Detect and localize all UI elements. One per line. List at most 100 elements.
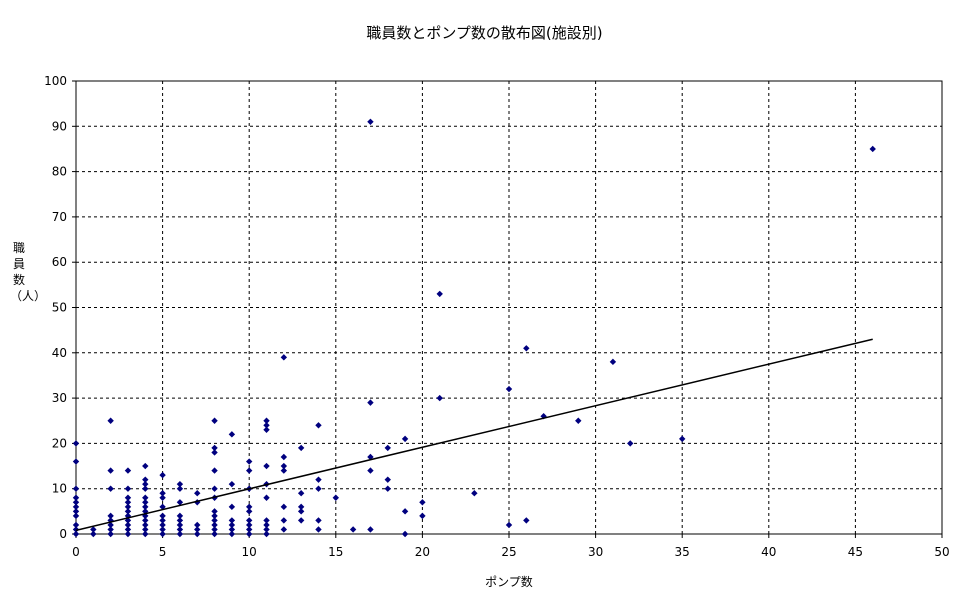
data-point — [72, 440, 80, 447]
data-point — [211, 530, 218, 538]
data-point — [107, 517, 114, 524]
x-tick-label: 35 — [675, 545, 690, 559]
y-tick-label: 50 — [52, 301, 67, 315]
x-tick-label: 50 — [934, 545, 949, 559]
data-point — [315, 422, 322, 429]
data-point — [194, 521, 201, 529]
data-point — [436, 290, 443, 298]
data-point — [505, 385, 513, 393]
data-point — [471, 490, 478, 497]
data-point — [228, 480, 236, 488]
data-point — [142, 530, 149, 538]
data-point — [315, 526, 322, 533]
data-point — [246, 458, 253, 465]
data-point — [384, 444, 391, 452]
data-point — [263, 530, 270, 538]
data-point — [142, 508, 149, 515]
data-point — [523, 345, 530, 352]
data-point — [263, 521, 270, 529]
y-tick-label: 80 — [52, 165, 67, 179]
data-point — [142, 485, 149, 492]
data-point — [315, 517, 322, 524]
data-point — [194, 526, 201, 533]
axis-ticks: 0 5 10 15 20 25 30 35 40 45 50 0 10 20 30 40 50 60 70 80 90 1… — [44, 74, 950, 559]
data-point — [228, 530, 236, 538]
x-tick-label: 10 — [242, 545, 257, 559]
data-point — [246, 521, 253, 529]
data-point — [72, 485, 80, 492]
data-point — [176, 517, 184, 524]
data-point — [228, 503, 236, 511]
data-point — [436, 394, 443, 402]
data-point — [194, 490, 201, 497]
data-point — [367, 467, 374, 474]
data-point — [228, 521, 236, 529]
y-tick-label: 70 — [52, 210, 67, 224]
data-point — [176, 521, 184, 529]
data-point — [159, 490, 166, 497]
data-point — [124, 503, 132, 511]
data-point — [228, 431, 236, 438]
data-point — [107, 467, 114, 474]
data-point — [246, 530, 253, 538]
data-point — [211, 444, 218, 452]
data-point — [159, 512, 166, 520]
data-point — [211, 417, 218, 424]
data-point — [263, 422, 270, 429]
data-point — [142, 517, 149, 524]
x-tick-label: 45 — [848, 545, 863, 559]
data-point — [401, 530, 409, 538]
data-point — [176, 530, 184, 538]
data-point — [419, 512, 426, 520]
data-point — [505, 521, 513, 529]
data-point — [228, 517, 236, 524]
data-point — [142, 480, 149, 488]
data-point — [142, 521, 149, 529]
grid-lines — [76, 81, 942, 534]
data-point — [280, 467, 288, 474]
data-point — [211, 449, 218, 456]
data-point — [211, 467, 218, 474]
data-point — [124, 467, 132, 474]
x-tick-label: 5 — [159, 545, 167, 559]
data-point — [297, 517, 305, 524]
data-point — [246, 517, 253, 524]
data-point — [72, 512, 80, 520]
data-point — [107, 485, 114, 492]
data-point — [159, 517, 166, 524]
data-point — [384, 485, 391, 492]
y-tick-label: 40 — [52, 346, 67, 360]
data-point — [176, 485, 184, 492]
y-tick-label: 100 — [44, 74, 67, 88]
data-point — [280, 517, 288, 524]
data-point — [90, 530, 97, 538]
data-point — [72, 508, 80, 515]
y-tick-label: 20 — [52, 436, 67, 450]
data-point — [367, 399, 374, 406]
data-point — [124, 521, 132, 529]
data-point — [176, 512, 184, 520]
data-point — [263, 426, 270, 434]
data-point — [159, 521, 166, 529]
y-tick-label: 60 — [52, 255, 67, 269]
y-tick-label: 90 — [52, 119, 67, 133]
data-point — [211, 521, 218, 529]
data-point — [72, 526, 80, 533]
data-point — [124, 530, 132, 538]
data-point — [72, 494, 80, 501]
data-point — [142, 526, 149, 533]
data-point — [297, 490, 305, 497]
data-point — [367, 526, 374, 533]
data-point — [107, 526, 114, 533]
data-point — [142, 476, 149, 483]
data-point — [211, 485, 218, 492]
data-point — [280, 503, 288, 511]
data-point — [280, 354, 288, 361]
x-tick-label: 30 — [588, 545, 603, 559]
data-point — [124, 526, 132, 533]
data-point — [124, 508, 132, 515]
data-point — [367, 118, 374, 125]
x-tick-label: 40 — [761, 545, 776, 559]
data-point — [609, 358, 617, 366]
trendline — [75, 338, 873, 532]
